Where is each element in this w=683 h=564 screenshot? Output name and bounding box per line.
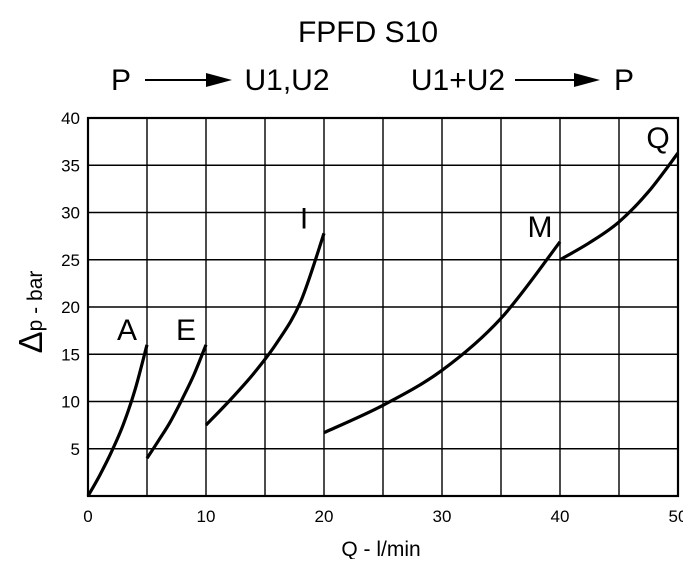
y-axis-label: Δp - bar bbox=[12, 271, 49, 354]
flow-right-arrow-icon bbox=[574, 73, 600, 87]
tick-labels: 0 10 20 30 40 50 5 10 15 20 25 30 35 40 bbox=[61, 109, 683, 526]
x-tick-label: 30 bbox=[433, 507, 452, 526]
series-label-q: Q bbox=[646, 122, 669, 155]
svg-text:Δp - bar: Δp - bar bbox=[12, 271, 49, 354]
flow-left-to: U1,U2 bbox=[244, 64, 329, 97]
flow-left-arrow-icon bbox=[206, 73, 232, 87]
flow-right: U1+U2 P bbox=[411, 64, 634, 97]
x-axis-label: Q - l/min bbox=[341, 538, 420, 559]
series-line-a bbox=[86, 344, 149, 497]
y-tick-label: 35 bbox=[61, 156, 80, 175]
x-tick-label: 50 bbox=[669, 507, 683, 526]
grid bbox=[86, 116, 680, 498]
series-label-m: M bbox=[528, 211, 553, 244]
series-line-e bbox=[145, 344, 208, 460]
y-tick-label: 10 bbox=[61, 393, 80, 412]
series bbox=[86, 152, 680, 497]
plot-frame bbox=[86, 116, 680, 498]
y-tick-label: 15 bbox=[61, 345, 80, 364]
y-tick-label: 5 bbox=[71, 440, 80, 459]
y-tick-label: 40 bbox=[61, 109, 80, 128]
y-tick-label: 25 bbox=[61, 251, 80, 270]
series-line-m bbox=[323, 240, 562, 435]
x-tick-label: 20 bbox=[315, 507, 334, 526]
flow-left: P U1,U2 bbox=[111, 64, 330, 97]
flow-right-to: P bbox=[614, 64, 634, 97]
x-tick-label: 40 bbox=[551, 507, 570, 526]
series-line-i bbox=[204, 232, 326, 427]
series-label-i: I bbox=[300, 202, 308, 235]
y-tick-label: 30 bbox=[61, 204, 80, 223]
series-label-e: E bbox=[176, 314, 196, 347]
x-tick-label: 0 bbox=[83, 507, 92, 526]
flow-left-from: P bbox=[111, 64, 131, 97]
chart-title: FPFD S10 bbox=[298, 16, 438, 49]
series-line-q bbox=[559, 152, 680, 262]
y-tick-label: 20 bbox=[61, 298, 80, 317]
flow-right-from: U1+U2 bbox=[411, 64, 505, 97]
x-tick-label: 10 bbox=[197, 507, 216, 526]
series-labels: A E I M Q bbox=[117, 122, 670, 347]
series-label-a: A bbox=[117, 314, 137, 347]
y-axis-label-delta: Δ bbox=[12, 331, 49, 353]
y-axis-label-text: p - bar bbox=[24, 271, 47, 332]
